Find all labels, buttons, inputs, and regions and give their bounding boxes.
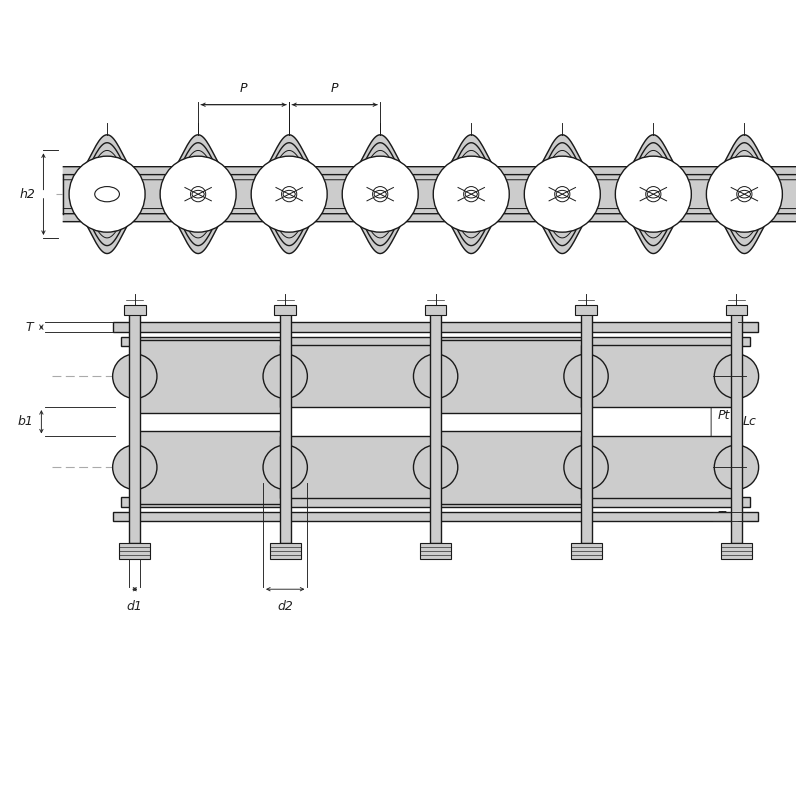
Circle shape bbox=[69, 156, 145, 232]
Circle shape bbox=[190, 186, 206, 202]
Text: T: T bbox=[26, 321, 34, 334]
Bar bbox=[582, 346, 742, 407]
Circle shape bbox=[706, 156, 782, 232]
Ellipse shape bbox=[465, 190, 478, 198]
Bar bbox=[726, 305, 747, 314]
Bar bbox=[130, 340, 290, 413]
Bar bbox=[431, 340, 590, 413]
Circle shape bbox=[564, 354, 608, 398]
Bar bbox=[114, 322, 758, 332]
Bar bbox=[281, 437, 440, 498]
Bar bbox=[431, 431, 590, 504]
Bar bbox=[122, 498, 750, 507]
Circle shape bbox=[263, 354, 307, 398]
Circle shape bbox=[160, 156, 236, 232]
Bar bbox=[119, 543, 150, 559]
Circle shape bbox=[464, 186, 479, 202]
Circle shape bbox=[564, 445, 608, 490]
Bar bbox=[721, 543, 752, 559]
Bar bbox=[575, 305, 597, 314]
Text: Pt: Pt bbox=[718, 409, 730, 422]
Circle shape bbox=[113, 354, 157, 398]
Ellipse shape bbox=[647, 190, 659, 198]
Circle shape bbox=[342, 156, 418, 232]
Text: P: P bbox=[240, 82, 247, 95]
Bar bbox=[114, 512, 758, 521]
Bar bbox=[274, 305, 296, 314]
Bar bbox=[270, 543, 301, 559]
Bar bbox=[570, 543, 602, 559]
Circle shape bbox=[615, 156, 691, 232]
Circle shape bbox=[113, 445, 157, 490]
Circle shape bbox=[414, 354, 458, 398]
Circle shape bbox=[414, 445, 458, 490]
Bar bbox=[425, 305, 446, 314]
Text: d2: d2 bbox=[278, 599, 293, 613]
Bar bbox=[130, 311, 140, 543]
Ellipse shape bbox=[94, 186, 119, 202]
Circle shape bbox=[714, 354, 758, 398]
Bar bbox=[130, 431, 290, 504]
Text: h2: h2 bbox=[20, 188, 35, 201]
Text: b1: b1 bbox=[18, 415, 34, 428]
Bar bbox=[280, 311, 290, 543]
Circle shape bbox=[737, 186, 752, 202]
Text: P: P bbox=[331, 82, 338, 95]
Bar bbox=[581, 311, 591, 543]
Circle shape bbox=[263, 445, 307, 490]
Ellipse shape bbox=[192, 190, 204, 198]
Circle shape bbox=[554, 186, 570, 202]
Bar bbox=[122, 337, 750, 346]
Circle shape bbox=[373, 186, 388, 202]
Polygon shape bbox=[63, 142, 800, 246]
Bar bbox=[731, 311, 742, 543]
Circle shape bbox=[524, 156, 600, 232]
Text: Lc: Lc bbox=[742, 415, 757, 428]
Circle shape bbox=[646, 186, 661, 202]
Bar bbox=[420, 543, 451, 559]
Circle shape bbox=[798, 156, 800, 232]
Text: T: T bbox=[718, 510, 725, 523]
Bar bbox=[430, 311, 441, 543]
Bar bbox=[124, 305, 146, 314]
Text: d1: d1 bbox=[127, 599, 142, 613]
Polygon shape bbox=[63, 134, 800, 254]
Ellipse shape bbox=[374, 190, 386, 198]
Bar bbox=[582, 437, 742, 498]
Ellipse shape bbox=[283, 190, 295, 198]
Ellipse shape bbox=[738, 190, 750, 198]
Ellipse shape bbox=[556, 190, 568, 198]
Bar bbox=[281, 346, 440, 407]
Circle shape bbox=[251, 156, 327, 232]
Circle shape bbox=[714, 445, 758, 490]
Circle shape bbox=[282, 186, 297, 202]
Circle shape bbox=[434, 156, 510, 232]
